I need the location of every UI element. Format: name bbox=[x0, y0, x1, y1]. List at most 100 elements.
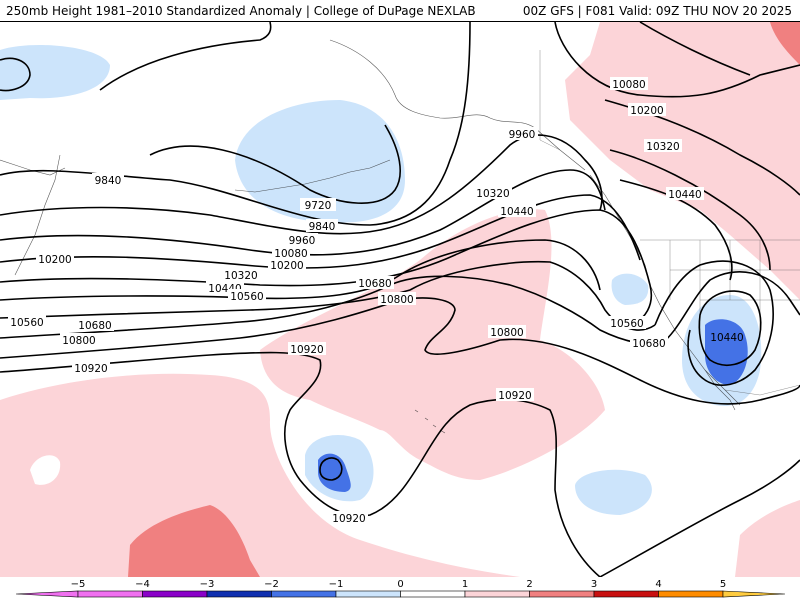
contour-10680-b bbox=[659, 271, 800, 346]
anomaly-neg1-northwest bbox=[0, 45, 110, 100]
contour-label: 9960 bbox=[286, 233, 318, 247]
contour-label: 10440 bbox=[666, 187, 704, 201]
us-state-lines bbox=[669, 240, 800, 330]
contour-bc bbox=[639, 22, 751, 76]
colorbar-tick-label: −5 bbox=[71, 579, 86, 590]
colorbar-segment bbox=[464, 590, 530, 598]
svg-text:10200: 10200 bbox=[38, 254, 71, 266]
contour-10560-a bbox=[0, 260, 656, 331]
anomaly-pos2-northeast-corner bbox=[770, 22, 800, 65]
contour-10200-a bbox=[0, 194, 641, 269]
contour-label: 10800 bbox=[488, 325, 526, 339]
svg-text:10920: 10920 bbox=[290, 344, 323, 356]
svg-text:10320: 10320 bbox=[224, 270, 257, 282]
svg-text:10440: 10440 bbox=[668, 189, 701, 201]
svg-text:10200: 10200 bbox=[270, 260, 303, 272]
neutral-patch bbox=[30, 455, 61, 485]
contour-label: 10200 bbox=[628, 103, 666, 117]
contour-label: 10080 bbox=[272, 246, 310, 260]
contour-10320-b bbox=[609, 149, 771, 271]
svg-text:10320: 10320 bbox=[476, 188, 509, 200]
svg-text:10080: 10080 bbox=[612, 79, 645, 91]
anomaly-pos1-southeast bbox=[735, 500, 800, 577]
svg-text:10560: 10560 bbox=[10, 317, 43, 329]
anomaly-neg3-subtropical bbox=[318, 453, 351, 492]
contour-10080-b bbox=[554, 22, 800, 98]
colorbar-segment bbox=[400, 590, 466, 598]
anomaly-neg3-southwest-us bbox=[705, 319, 748, 385]
contour-label: 10200 bbox=[36, 252, 74, 266]
colorbar-segment bbox=[335, 590, 401, 598]
svg-text:10800: 10800 bbox=[380, 294, 413, 306]
svg-text:10320: 10320 bbox=[646, 141, 679, 153]
west-coast-na bbox=[589, 174, 741, 406]
colorbar-tick-label: 2 bbox=[526, 579, 532, 590]
colorbar-tick-label: −2 bbox=[264, 579, 279, 590]
svg-text:10800: 10800 bbox=[490, 327, 523, 339]
anomaly-colorbar: −5 −4 −3 −2 −1 0 1 2 3 4 5 bbox=[0, 577, 800, 600]
colorbar-segment bbox=[142, 590, 208, 598]
colorbar-left-arrow bbox=[15, 590, 79, 598]
contour-label: 10920 bbox=[288, 342, 326, 356]
anomaly-neg1-offshore bbox=[611, 273, 649, 305]
contour-label: 10200 bbox=[268, 258, 306, 272]
baja-coast bbox=[704, 369, 736, 411]
contour-labels: 9720 9840 9840 9960 9960 10080 10080 102… bbox=[8, 77, 744, 525]
svg-text:10080: 10080 bbox=[274, 248, 307, 260]
contour-10560-b bbox=[654, 260, 774, 386]
svg-text:9960: 9960 bbox=[289, 235, 316, 247]
map-svg: 9720 9840 9840 9960 9960 10080 10080 102… bbox=[0, 22, 800, 577]
aleutian-chain bbox=[234, 159, 391, 193]
svg-text:10680: 10680 bbox=[78, 320, 111, 332]
political-borders bbox=[539, 50, 800, 396]
contour-label: 10320 bbox=[644, 139, 682, 153]
anomaly-pos2-south bbox=[128, 505, 260, 577]
contour-label: 10800 bbox=[378, 292, 416, 306]
contour-label: 9840 bbox=[92, 173, 124, 187]
anomaly-pos1-central bbox=[260, 209, 605, 480]
contour-label: 10680 bbox=[630, 336, 668, 350]
contour-10800-a bbox=[0, 297, 800, 405]
strong-positive-anomaly bbox=[128, 22, 800, 577]
anomaly-pos1-southwest bbox=[0, 373, 520, 577]
contour-label: 10440 bbox=[498, 204, 536, 218]
header-bar: 250mb Height 1981–2010 Standardized Anom… bbox=[0, 0, 800, 22]
colorbar-tick-label: 0 bbox=[397, 579, 403, 590]
svg-text:9720: 9720 bbox=[305, 200, 332, 212]
svg-text:10680: 10680 bbox=[632, 338, 665, 350]
contour-10080-a bbox=[0, 169, 606, 256]
contour-label: 9840 bbox=[306, 219, 338, 233]
svg-text:10560: 10560 bbox=[230, 291, 263, 303]
contour-label: 9960 bbox=[506, 127, 538, 141]
kamchatka-coast bbox=[14, 154, 61, 276]
contour-label: 10560 bbox=[228, 289, 266, 303]
contour-label: 10440 bbox=[710, 332, 743, 344]
contour-label: 10680 bbox=[76, 318, 114, 332]
colorbar-segments bbox=[15, 590, 786, 598]
svg-text:10920: 10920 bbox=[498, 390, 531, 402]
colorbar-tick-label: 1 bbox=[462, 579, 468, 590]
svg-text:10200: 10200 bbox=[630, 105, 663, 117]
colorbar-segment bbox=[658, 590, 724, 598]
svg-text:10440: 10440 bbox=[500, 206, 533, 218]
colorbar-svg: −5 −4 −3 −2 −1 0 1 2 3 4 5 bbox=[15, 579, 786, 598]
contour-label: 10320 bbox=[222, 268, 260, 282]
colorbar-tick-label: −4 bbox=[135, 579, 150, 590]
hawaii-islands bbox=[414, 409, 446, 434]
contour-nw-loop bbox=[0, 57, 31, 92]
colorbar-segment bbox=[206, 590, 272, 598]
canada-alaska-border bbox=[539, 50, 561, 151]
asia-coast bbox=[0, 159, 66, 176]
anomaly-neg1-aleutian bbox=[235, 100, 405, 223]
anomaly-neg1-tropics bbox=[575, 469, 652, 515]
svg-text:10920: 10920 bbox=[332, 513, 365, 525]
colorbar-segment bbox=[77, 590, 143, 598]
svg-text:10560: 10560 bbox=[610, 318, 643, 330]
us-mexico-border bbox=[724, 384, 800, 396]
contour-9960 bbox=[0, 134, 603, 235]
contour-label: 9720 bbox=[300, 198, 336, 212]
svg-text:9840: 9840 bbox=[309, 221, 336, 233]
svg-text:9840: 9840 bbox=[95, 175, 122, 187]
contour-label: 10320 bbox=[474, 186, 512, 200]
